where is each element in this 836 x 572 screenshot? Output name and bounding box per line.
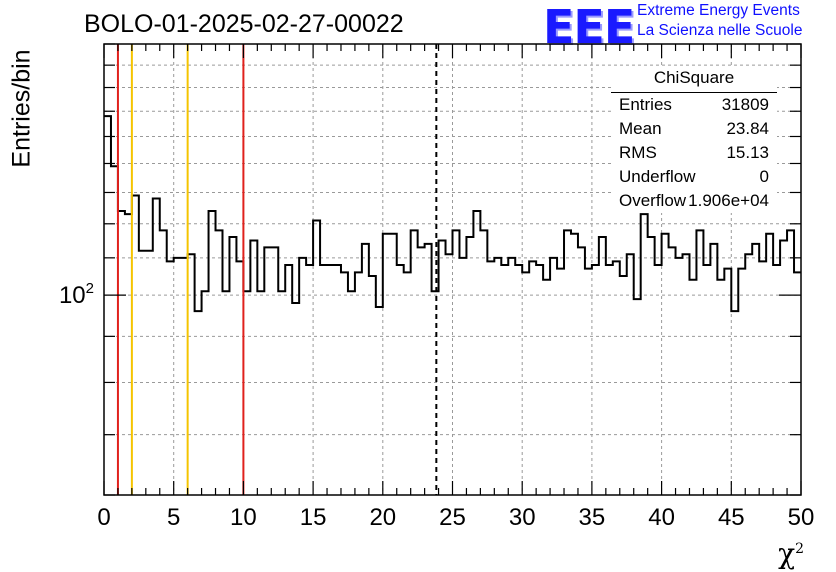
stats-label: Underflow <box>619 167 696 186</box>
x-tick-label: 30 <box>509 504 536 531</box>
logo-subtitle-line2: La Scienza nelle Scuole <box>637 22 803 39</box>
x-tick-label: 50 <box>788 504 815 531</box>
stats-row-rms: RMS 15.13 <box>611 141 777 165</box>
x-axis-label-base: χ <box>778 537 796 570</box>
stats-value: 31809 <box>721 95 769 114</box>
x-tick-label: 0 <box>97 504 110 531</box>
plot-title: BOLO-01-2025-02-27-00022 <box>84 10 404 38</box>
stats-row-underflow: Underflow 0 <box>611 165 777 189</box>
stats-row-overflow: Overflow 1.906e+04 <box>611 189 777 213</box>
x-tick-label: 15 <box>300 504 327 531</box>
logo-subtitle-line1: Extreme Energy Events <box>637 2 800 19</box>
stats-row-mean: Mean 23.84 <box>611 117 777 141</box>
x-tick-label: 20 <box>369 504 396 531</box>
stats-value: 15.13 <box>726 143 769 162</box>
stats-label: Overflow <box>619 191 687 210</box>
x-tick-label: 35 <box>579 504 606 531</box>
x-axis-label-sup: 2 <box>795 541 804 557</box>
y-tick-label: 102 <box>59 280 94 309</box>
x-tick-label: 40 <box>648 504 675 531</box>
stats-row-entries: Entries 31809 <box>611 93 777 117</box>
stats-label: RMS <box>619 143 657 162</box>
x-axis-label: χ2 <box>778 537 804 570</box>
stats-box: ChiSquare Entries 31809 Mean 23.84 RMS 1… <box>611 68 777 213</box>
stats-value: 0 <box>759 167 769 186</box>
histogram-series <box>104 115 801 313</box>
stats-title: ChiSquare <box>611 68 777 93</box>
x-tick-label: 5 <box>167 504 180 531</box>
x-tick-label: 25 <box>439 504 466 531</box>
stats-label: Mean <box>619 119 662 138</box>
x-tick-label: 10 <box>230 504 257 531</box>
stats-label: Entries <box>619 95 672 114</box>
stats-value: 23.84 <box>726 119 769 138</box>
x-tick-label: 45 <box>718 504 745 531</box>
y-tick-label-exponent: 2 <box>86 280 94 297</box>
stats-value: 1.906e+04 <box>688 191 769 210</box>
y-tick-label-base: 10 <box>59 282 86 309</box>
